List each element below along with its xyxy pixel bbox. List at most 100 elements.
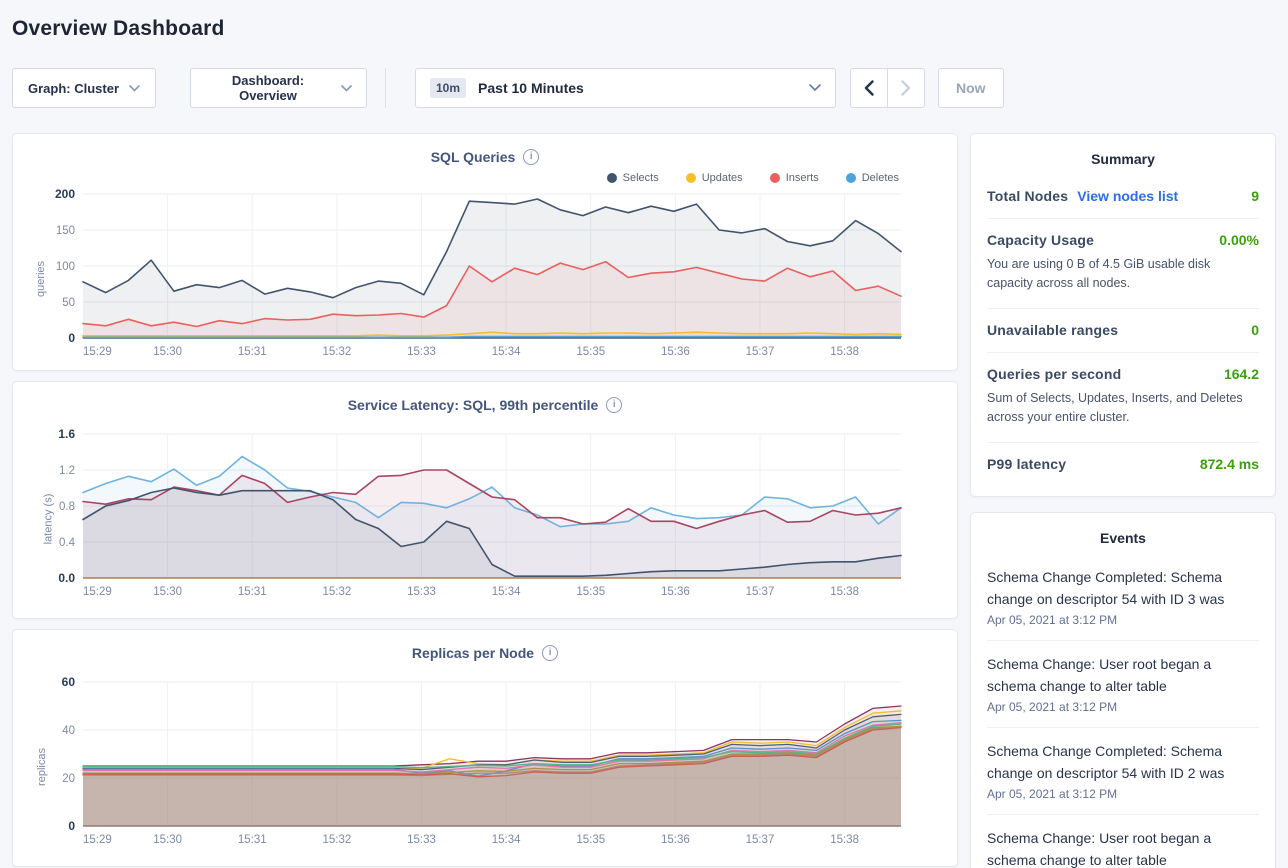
svg-text:15:35: 15:35 — [576, 834, 605, 846]
svg-text:100: 100 — [56, 261, 75, 273]
svg-text:15:37: 15:37 — [746, 834, 775, 846]
svg-text:15:31: 15:31 — [238, 834, 267, 846]
sql-queries-chart-plot[interactable]: 0 50 100 150 200 15:29 15:30 15:31 15:32 15:33 15:… — [27, 187, 945, 364]
time-range-picker[interactable]: 10m Past 10 Minutes — [415, 68, 836, 108]
event-item: Schema Change Completed: Schema change o… — [987, 726, 1259, 814]
time-nav-group — [850, 68, 925, 108]
summary-label: Queries per second — [987, 365, 1122, 382]
event-message[interactable]: Schema Change: User root began a schema … — [987, 655, 1212, 694]
time-range-badge: 10m — [430, 78, 467, 98]
event-message[interactable]: Schema Change Completed: Schema change o… — [987, 568, 1225, 607]
svg-text:15:34: 15:34 — [492, 834, 521, 846]
dashboard-dropdown[interactable]: Dashboard: Overview — [190, 68, 367, 108]
events-title: Events — [1100, 529, 1146, 546]
event-item: Schema Change Completed: Schema change o… — [987, 554, 1259, 640]
svg-text:15:35: 15:35 — [576, 586, 605, 598]
info-icon[interactable]: i — [542, 645, 559, 661]
chevron-down-icon — [341, 84, 352, 92]
event-message[interactable]: Schema Change Completed: Schema change o… — [987, 742, 1225, 782]
legend-item-updates[interactable]: Updates — [685, 172, 743, 184]
svg-text:15:30: 15:30 — [153, 346, 182, 358]
summary-row-head: Total Nodes View nodes list 9 — [987, 188, 1259, 204]
sidebar: Summary Total Nodes View nodes list 9 Capac… — [970, 133, 1276, 868]
time-next-button[interactable] — [887, 68, 925, 108]
svg-text:20: 20 — [62, 773, 75, 785]
summary-row-capacity-usage: Capacity Usage 0.00% You are using 0 B of … — [987, 218, 1259, 308]
legend-label: Updates — [701, 172, 743, 184]
svg-text:15:38: 15:38 — [830, 834, 859, 846]
svg-text:1.2: 1.2 — [59, 465, 75, 477]
legend-item-inserts[interactable]: Inserts — [769, 172, 819, 184]
svg-text:15:30: 15:30 — [153, 586, 182, 598]
legend-dot-icon — [685, 173, 696, 183]
legend-dot-icon — [845, 173, 856, 183]
svg-text:0.0: 0.0 — [58, 571, 75, 585]
chart-title: Replicas per Node — [411, 645, 535, 661]
chart-card-replicas-per-node: Replicas per Node i replicas 0 20 40 60 15:29 15… — [12, 629, 958, 867]
toolbar: Graph: Cluster Dashboard: Overview 10m P… — [12, 68, 1276, 108]
svg-text:15:33: 15:33 — [407, 586, 436, 598]
time-range-label: Past 10 Minutes — [478, 80, 584, 96]
svg-text:15:38: 15:38 — [830, 586, 859, 598]
legend-label: Inserts — [785, 172, 819, 184]
chevron-down-icon — [129, 84, 140, 92]
summary-row-head: Unavailable ranges 0 — [987, 322, 1259, 338]
summary-label: Total Nodes — [987, 188, 1069, 204]
chart-title: SQL Queries — [430, 149, 516, 165]
legend-item-deletes[interactable]: Deletes — [845, 172, 899, 184]
y-axis-label: latency (s) — [42, 493, 55, 544]
svg-text:60: 60 — [62, 676, 76, 689]
chart-title-row: SQL Queries i — [27, 147, 943, 167]
svg-text:15:32: 15:32 — [322, 586, 351, 598]
summary-row-p99-latency: P99 latency 872.4 ms — [987, 441, 1259, 486]
info-icon[interactable]: i — [606, 397, 623, 413]
summary-label: Capacity Usage — [987, 232, 1095, 248]
summary-panel: Summary Total Nodes View nodes list 9 Capac… — [970, 133, 1276, 497]
plot-area: replicas 0 20 40 60 15:29 15:30 15:31 15:32 15:33… — [27, 675, 945, 857]
replicas-per-node-chart-plot[interactable]: 0 20 40 60 15:29 15:30 15:31 15:32 15:33 15:34 15:… — [27, 675, 945, 852]
event-timestamp: Apr 05, 2021 at 3:12 PM — [987, 787, 1118, 802]
svg-text:200: 200 — [55, 188, 75, 201]
toolbar-divider — [385, 68, 386, 108]
svg-text:50: 50 — [62, 297, 75, 309]
summary-value: 164.2 — [1223, 365, 1259, 382]
summary-value: 0.00% — [1219, 232, 1259, 248]
svg-text:15:36: 15:36 — [661, 346, 690, 358]
dashboard-dropdown-label: Dashboard: Overview — [231, 73, 305, 103]
now-button[interactable]: Now — [938, 68, 1004, 108]
svg-text:15:33: 15:33 — [407, 346, 436, 358]
dashboard-content: SQL Queries i Selects Updates Inserts Deletes… — [12, 133, 1276, 868]
chevron-right-icon — [901, 80, 911, 96]
legend-item-selects[interactable]: Selects — [606, 172, 659, 184]
svg-text:15:36: 15:36 — [661, 586, 690, 598]
charts-column: SQL Queries i Selects Updates Inserts Deletes… — [12, 133, 958, 868]
svg-text:0.8: 0.8 — [59, 501, 75, 513]
svg-text:15:34: 15:34 — [492, 346, 521, 358]
time-prev-button[interactable] — [850, 68, 888, 108]
svg-text:15:31: 15:31 — [238, 346, 267, 358]
summary-row-total-nodes: Total Nodes View nodes list 9 — [987, 175, 1259, 218]
svg-text:15:36: 15:36 — [661, 834, 690, 846]
summary-row-unavailable-ranges: Unavailable ranges 0 — [987, 307, 1259, 352]
chart-title-row: Replicas per Node i — [27, 643, 943, 663]
event-message[interactable]: Schema Change: User root began a schema … — [987, 830, 1212, 868]
plot-area: queries 0 50 100 150 200 15:29 15:30 15:31 15:32 1… — [27, 187, 945, 369]
chart-card-sql-queries: SQL Queries i Selects Updates Inserts Deletes… — [12, 133, 958, 371]
service-latency-sql-99th-percentile-chart-plot[interactable]: 0.0 0.4 0.8 1.2 1.6 15:29 15:30 15:31 15:32 15:33… — [27, 427, 945, 604]
svg-text:1.6: 1.6 — [58, 428, 75, 441]
view-nodes-list-link[interactable]: View nodes list — [1077, 188, 1179, 204]
legend-dot-icon — [606, 173, 617, 183]
svg-text:15:35: 15:35 — [576, 346, 605, 358]
summary-value: 9 — [1251, 188, 1259, 204]
svg-text:15:29: 15:29 — [83, 346, 112, 358]
summary-value: 872.4 ms — [1199, 455, 1259, 472]
info-icon[interactable]: i — [523, 149, 540, 165]
event-timestamp: Apr 05, 2021 at 3:12 PM — [987, 699, 1118, 714]
summary-row-queries-per-second: Queries per second 164.2 Sum of Selects, U… — [987, 351, 1259, 442]
graph-dropdown[interactable]: Graph: Cluster — [12, 68, 156, 108]
event-timestamp: Apr 05, 2021 at 3:12 PM — [987, 612, 1118, 627]
events-list: Schema Change Completed: Schema change o… — [987, 554, 1259, 868]
y-axis-label: queries — [35, 260, 48, 297]
svg-text:15:37: 15:37 — [746, 586, 775, 598]
